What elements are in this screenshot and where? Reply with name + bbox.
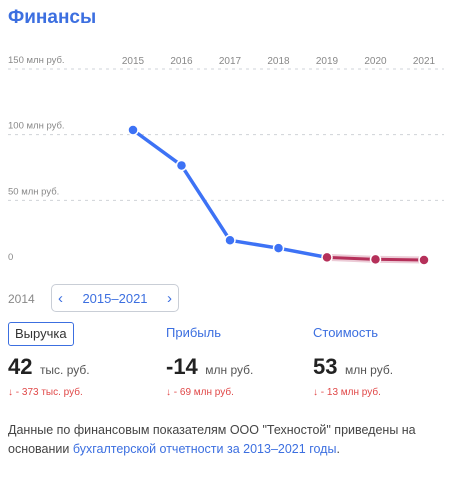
data-source-note: Данные по финансовым показателям ООО "Те… — [8, 421, 438, 459]
metric-value-number: -14 — [166, 354, 198, 379]
data-point — [418, 254, 430, 266]
metric-value-unit: млн руб. — [344, 363, 394, 377]
metric-delta: ↓ - 373 тыс. руб. — [8, 387, 83, 398]
period-start-year: 2014 — [8, 292, 35, 306]
metric-delta: ↓ - 13 млн руб. — [313, 387, 381, 398]
metric-value-unit: млн руб. — [205, 363, 254, 377]
chevron-right-icon[interactable]: › — [166, 289, 172, 307]
y-tick-label: 150 млн руб. — [8, 55, 65, 66]
accounting-reports-link[interactable]: бухгалтерской отчетности за 2013–2021 го… — [72, 442, 337, 456]
chevron-left-icon[interactable]: ‹ — [58, 289, 63, 307]
tab-revenue[interactable]: Выручка — [8, 322, 74, 346]
x-tick-label: 2018 — [267, 56, 290, 67]
data-point — [272, 242, 285, 254]
y-tick-label: 100 млн руб. — [8, 121, 65, 132]
data-point — [321, 251, 333, 264]
tab-profit[interactable]: Прибыль — [166, 325, 221, 340]
metric-revenue: Выручка 42 тыс. руб. ↓ - 373 тыс. руб. — [8, 322, 90, 398]
metrics-panel: Выручка 42 тыс. руб. ↓ - 373 тыс. руб. П… — [0, 322, 452, 412]
period-range-label: 2015–2021 — [82, 290, 148, 306]
metric-value-cost: Стоимость 53 млн руб. ↓ - 13 млн руб. — [313, 322, 393, 398]
finance-line-chart: 150 млн руб. 100 млн руб. 50 млн руб. 0 2015… — [8, 55, 444, 266]
x-tick-label: 2017 — [219, 56, 242, 67]
metric-revenue-value: 42 тыс. руб. — [8, 354, 90, 380]
data-point — [175, 159, 188, 172]
metric-profit: Прибыль -14 млн руб. ↓ - 69 млн руб. — [166, 322, 253, 398]
period-range-pill: ‹ 2015–2021 › — [51, 284, 179, 312]
finance-chart: 150 млн руб. 100 млн руб. 50 млн руб. 0 2015… — [0, 44, 452, 274]
x-tick-label: 2020 — [364, 56, 387, 67]
x-tick-label: 2019 — [316, 56, 339, 67]
period-selector: 2014 ‹ 2015–2021 › — [0, 284, 452, 314]
note-end: . — [336, 442, 340, 456]
data-point — [127, 124, 139, 136]
tab-cost[interactable]: Стоимость — [313, 325, 379, 340]
x-tick-label: 2021 — [413, 56, 436, 67]
metric-value-number: 53 — [313, 354, 338, 379]
data-point — [369, 253, 382, 266]
metric-cost-value: 53 млн руб. — [313, 354, 393, 380]
y-tick-label: 50 млн руб. — [8, 186, 59, 197]
metric-delta: ↓ - 69 млн руб. — [166, 387, 234, 398]
x-tick-label: 2015 — [122, 56, 145, 67]
x-tick-label: 2016 — [170, 56, 193, 67]
section-title: Финансы — [8, 7, 97, 28]
y-tick-label: 0 — [8, 252, 13, 263]
metric-profit-value: -14 млн руб. — [166, 354, 253, 380]
metric-value-unit: тыс. руб. — [39, 363, 90, 377]
metric-value-number: 42 — [8, 354, 33, 379]
note-text: Данные по финансовым показателям ООО "Те… — [8, 423, 416, 456]
data-point — [224, 234, 236, 247]
